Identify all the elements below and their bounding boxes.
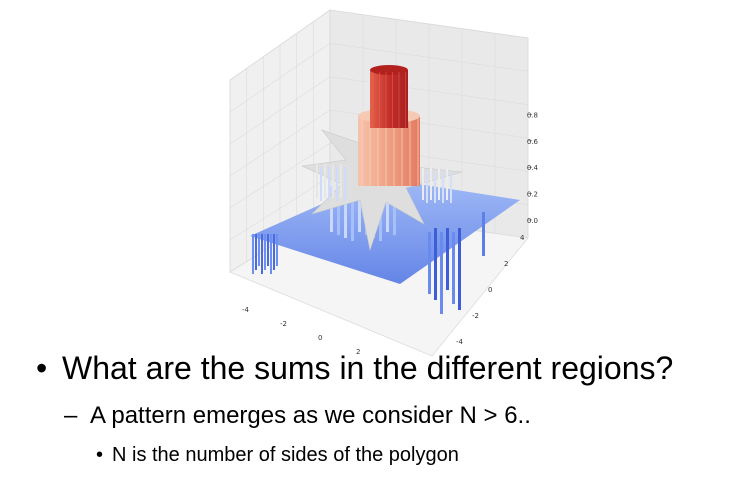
x-tick-label: 0 [318, 334, 322, 342]
y-tick-label: 0 [488, 286, 492, 294]
surface [250, 65, 520, 314]
z-tick-label: 0.2 [527, 191, 538, 199]
y-tick-label: 4 [520, 234, 525, 242]
z-tick-label: 0.0 [527, 217, 538, 225]
bullet-level-3: • N is the number of sides of the polygon [96, 445, 459, 465]
x-tick-label: -2 [280, 320, 287, 328]
central-core [370, 70, 408, 128]
bullet-text: A pattern emerges as we consider N > 6.. [90, 402, 531, 429]
z-tick-label: 0.6 [527, 138, 539, 146]
bullet-text: What are the sums in the different regio… [62, 350, 674, 386]
x-tick-label: 2 [356, 348, 360, 356]
y-tick-label: -4 [456, 338, 464, 346]
z-tick-label: 0.4 [527, 164, 539, 172]
y-tick-label: 2 [504, 260, 508, 268]
bullet-marker: – [64, 402, 78, 429]
bullet-level-1: • What are the sums in the different regi… [36, 352, 673, 384]
star-walls [316, 164, 452, 203]
bullet-text: N is the number of sides of the polygon [112, 444, 459, 466]
outer-plane [250, 178, 520, 284]
bullet-marker: • [96, 444, 104, 466]
x-tick-label: -4 [242, 306, 250, 314]
z-tick-label: 0.8 [527, 111, 538, 119]
bullet-marker: • [36, 350, 48, 386]
bullet-level-2: – A pattern emerges as we consider N > 6.… [64, 404, 531, 428]
y-tick-label: -2 [472, 312, 479, 320]
